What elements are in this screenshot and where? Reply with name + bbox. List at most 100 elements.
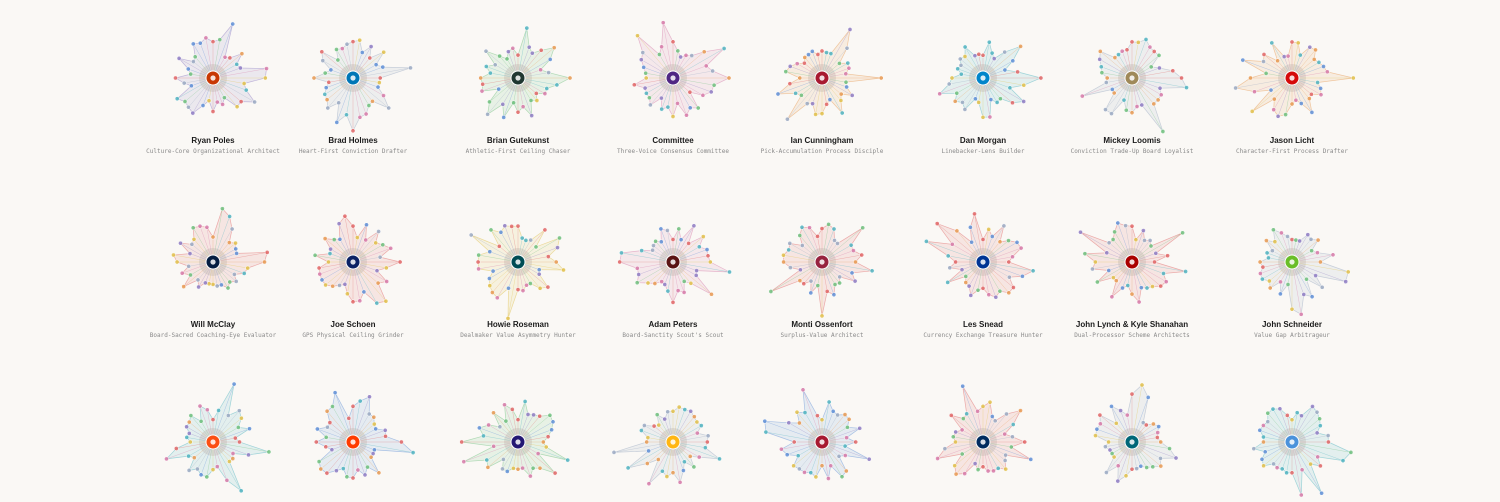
profile-node bbox=[366, 411, 372, 417]
profile-node bbox=[1184, 85, 1189, 90]
profile-node bbox=[962, 54, 968, 59]
profile-node bbox=[1002, 431, 1008, 437]
profile-node bbox=[1147, 238, 1153, 243]
profile-node bbox=[325, 424, 330, 430]
profile-node bbox=[788, 265, 793, 270]
profile-spoke bbox=[352, 77, 389, 109]
profile-node bbox=[924, 239, 929, 244]
gm-name: Adam Peters bbox=[648, 320, 698, 329]
profile-node bbox=[173, 446, 179, 451]
profile-node bbox=[641, 64, 647, 70]
profile-node bbox=[515, 417, 521, 423]
profile-node bbox=[853, 259, 858, 265]
profile-node bbox=[860, 225, 866, 231]
profile-node bbox=[1104, 470, 1109, 475]
profile-node bbox=[1318, 463, 1323, 469]
profile-node bbox=[1124, 47, 1130, 53]
seahawks-logo-icon bbox=[1284, 254, 1300, 270]
profile-node bbox=[791, 463, 796, 469]
profile-node bbox=[1129, 291, 1135, 297]
profile-node bbox=[200, 103, 206, 108]
profile-spoke bbox=[212, 68, 267, 79]
profile-node bbox=[634, 280, 640, 286]
profile-node bbox=[791, 439, 797, 445]
profile-spoke bbox=[507, 261, 519, 319]
profile-spoke bbox=[1291, 441, 1322, 494]
profile-node bbox=[210, 417, 216, 422]
profile-node bbox=[178, 240, 183, 246]
profile-node bbox=[640, 50, 646, 55]
profile-node bbox=[373, 240, 379, 246]
profile-node bbox=[813, 112, 818, 117]
profile-node bbox=[1093, 259, 1098, 265]
profile-node bbox=[1004, 411, 1009, 417]
profile-node bbox=[551, 45, 557, 51]
profile-spoke bbox=[1131, 397, 1149, 443]
profile-node bbox=[972, 53, 978, 59]
profile-node bbox=[350, 403, 356, 409]
profile-node bbox=[962, 471, 968, 476]
profile-node bbox=[323, 85, 329, 91]
profile-node bbox=[670, 114, 676, 119]
profile-node bbox=[795, 453, 801, 459]
profile-node bbox=[1285, 234, 1290, 239]
gm-archetype: Conviction Trade-Up Board Loyalist bbox=[1070, 148, 1194, 155]
profile-node bbox=[1143, 37, 1149, 42]
profile-node bbox=[980, 114, 986, 120]
radial-profile-chart bbox=[631, 20, 732, 119]
profile-node bbox=[483, 48, 489, 54]
profile-node bbox=[567, 75, 573, 81]
profile-node bbox=[980, 52, 986, 58]
profile-node bbox=[502, 402, 507, 408]
profile-node bbox=[529, 113, 535, 118]
profile-node bbox=[824, 289, 830, 294]
profile-node bbox=[522, 399, 528, 404]
profile-node bbox=[670, 470, 676, 476]
profile-spoke bbox=[1291, 441, 1302, 496]
profile-node bbox=[1038, 75, 1044, 81]
profile-node bbox=[1003, 466, 1009, 472]
profile-node bbox=[1011, 285, 1016, 290]
profile-node bbox=[191, 455, 197, 461]
profile-node bbox=[995, 465, 1001, 471]
profile-node bbox=[1109, 404, 1114, 409]
profile-node bbox=[189, 83, 194, 89]
profile-node bbox=[1135, 40, 1141, 45]
profile-node bbox=[655, 457, 661, 462]
profile-node bbox=[264, 66, 269, 71]
profile-node bbox=[786, 247, 792, 253]
profile-node bbox=[313, 439, 319, 445]
profile-node bbox=[1134, 104, 1140, 109]
profile-node bbox=[651, 423, 657, 429]
profile-node bbox=[1284, 470, 1289, 476]
gm-name: Will McClay bbox=[190, 320, 236, 329]
profile-node bbox=[498, 229, 504, 235]
profile-node bbox=[510, 45, 516, 51]
profile-node bbox=[1018, 408, 1023, 413]
profile-node bbox=[1298, 492, 1304, 498]
profile-node bbox=[1299, 413, 1304, 419]
profile-node bbox=[1006, 290, 1012, 296]
profile-node bbox=[320, 58, 326, 63]
profile-node bbox=[171, 252, 176, 258]
profile-node bbox=[1258, 271, 1263, 276]
profile-node bbox=[704, 439, 710, 445]
giants-logo-icon bbox=[345, 254, 361, 270]
profile-node bbox=[1151, 49, 1157, 54]
profile-node bbox=[408, 65, 413, 71]
profile-node bbox=[191, 59, 196, 64]
profile-node bbox=[1106, 439, 1111, 445]
profile-node bbox=[344, 41, 350, 47]
profile-node bbox=[975, 408, 980, 414]
profile-node bbox=[843, 468, 849, 474]
profile-node bbox=[362, 472, 368, 478]
profile-node bbox=[1129, 110, 1135, 116]
profile-node bbox=[1262, 449, 1268, 455]
profile-node bbox=[700, 92, 706, 98]
profile-node bbox=[642, 423, 647, 428]
profile-node bbox=[319, 277, 325, 283]
profile-node bbox=[515, 52, 521, 58]
vikings-logo-icon bbox=[665, 70, 681, 86]
profile-node bbox=[839, 110, 845, 116]
profile-node bbox=[497, 424, 503, 430]
